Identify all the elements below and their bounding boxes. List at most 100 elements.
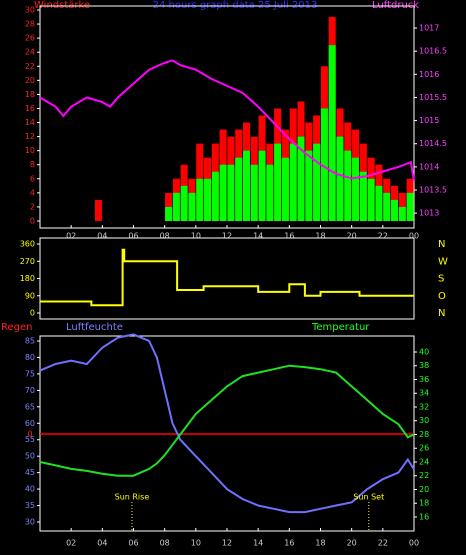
y-tick-label: 20: [25, 76, 35, 85]
y-tick-label: 40: [25, 485, 35, 494]
annotation-label: Sun Rise: [115, 493, 150, 502]
wind-bar: [383, 192, 391, 221]
y2-tick-label: 1017: [419, 24, 439, 33]
x-tick-label: 20: [347, 539, 357, 548]
y2-tick-label: 30: [419, 416, 429, 425]
y-tick-label: 8: [30, 160, 35, 169]
wind-bar: [196, 178, 204, 221]
x-tick-label: 12: [222, 539, 232, 548]
wind-bar: [391, 199, 399, 221]
wind-bar: [289, 143, 297, 221]
wind-bar: [219, 164, 227, 221]
wind-bar: [328, 45, 336, 221]
wind-bar: [305, 150, 313, 221]
direction-label: S: [438, 274, 444, 285]
y2-tick-label: 1014: [419, 162, 439, 171]
y-tick-label: 270: [20, 257, 35, 266]
y-tick-label: 85: [25, 337, 35, 346]
y2-tick-label: 24: [419, 457, 429, 466]
y-tick-label: 4: [30, 188, 35, 197]
direction-label: N: [438, 239, 445, 250]
x-tick-label: 12: [222, 232, 232, 241]
wind-bar: [180, 185, 188, 221]
x-tick-label: 08: [160, 232, 170, 241]
x-tick-label: 16: [284, 232, 294, 241]
y2-tick-label: 1015.5: [419, 93, 447, 102]
x-tick-label: 02: [66, 232, 76, 241]
x-tick-label: 06: [128, 232, 138, 241]
wind-bar: [165, 206, 173, 221]
x-tick-label: 06: [128, 539, 138, 548]
y-tick-label: 75: [25, 369, 35, 378]
y-tick-label: 16: [25, 104, 35, 113]
y-tick-label: 50: [25, 452, 35, 461]
data-line: [39, 364, 415, 477]
y-tick-label: 360: [20, 240, 35, 249]
y-tick-label: 80: [25, 353, 35, 362]
x-tick-label: 22: [378, 539, 388, 548]
y2-tick-label: 26: [419, 444, 429, 453]
wind-bar: [266, 164, 274, 221]
wind-bar: [344, 150, 352, 221]
x-tick-label: 02: [66, 539, 76, 548]
wind-bar: [258, 150, 266, 221]
x-tick-label: 10: [191, 539, 201, 548]
wind-bar: [211, 171, 219, 221]
wind-bar: [94, 199, 102, 221]
direction-label: N: [438, 308, 445, 319]
wind-bar: [274, 143, 282, 221]
rain-label: Regen: [1, 322, 33, 333]
y-tick-label: 6: [30, 174, 35, 183]
y2-tick-label: 1015: [419, 116, 439, 125]
wind-bar: [352, 157, 360, 221]
wind-bar: [281, 157, 289, 221]
wind-bar: [235, 157, 243, 221]
wind-bar: [367, 178, 375, 221]
y-tick-label: 70: [25, 386, 35, 395]
y2-tick-label: 20: [419, 485, 429, 494]
wind-bar: [242, 150, 250, 221]
y-tick-label: 45: [25, 468, 35, 477]
y2-tick-label: 18: [419, 499, 429, 508]
wind-bar: [297, 136, 305, 221]
y-tick-label: 10: [25, 146, 35, 155]
x-tick-label: 18: [315, 539, 325, 548]
rain-tick-label: 0: [27, 430, 32, 439]
wind-bar: [204, 178, 212, 221]
x-tick-label: 18: [315, 232, 325, 241]
y-tick-label: 24: [25, 48, 35, 57]
x-tick-label: 16: [284, 539, 294, 548]
y-tick-label: 180: [20, 274, 35, 283]
x-tick-label: 10: [191, 232, 201, 241]
x-tick-label: 14: [253, 232, 263, 241]
wind-bar: [398, 206, 406, 221]
y-tick-label: 0: [30, 217, 35, 226]
y2-tick-label: 1014.5: [419, 139, 447, 148]
y-tick-label: 30: [25, 6, 35, 15]
y-tick-label: 65: [25, 402, 35, 411]
y2-tick-label: 1016.5: [419, 47, 447, 56]
y-tick-label: 18: [25, 90, 35, 99]
y-tick-label: 26: [25, 34, 35, 43]
y2-tick-label: 1013.5: [419, 185, 447, 194]
wind-bar: [188, 192, 196, 221]
y-tick-label: 28: [25, 20, 35, 29]
y2-tick-label: 36: [419, 375, 429, 384]
wind-bar: [359, 171, 367, 221]
y-tick-label: 35: [25, 501, 35, 510]
y-tick-label: 60: [25, 419, 35, 428]
x-tick-label: 00: [409, 539, 419, 548]
y-tick-label: 22: [25, 62, 35, 71]
direction-label: O: [438, 291, 446, 302]
y2-tick-label: 32: [419, 402, 429, 411]
wind-bar: [227, 164, 235, 221]
y-tick-label: 2: [30, 202, 35, 211]
x-tick-label: 04: [97, 232, 107, 241]
y2-tick-label: 1013: [419, 209, 439, 218]
wind-bar: [406, 192, 414, 221]
y-tick-label: 12: [25, 132, 35, 141]
y2-tick-label: 34: [419, 389, 429, 398]
x-tick-label: 04: [97, 539, 107, 548]
x-tick-label: 22: [378, 232, 388, 241]
